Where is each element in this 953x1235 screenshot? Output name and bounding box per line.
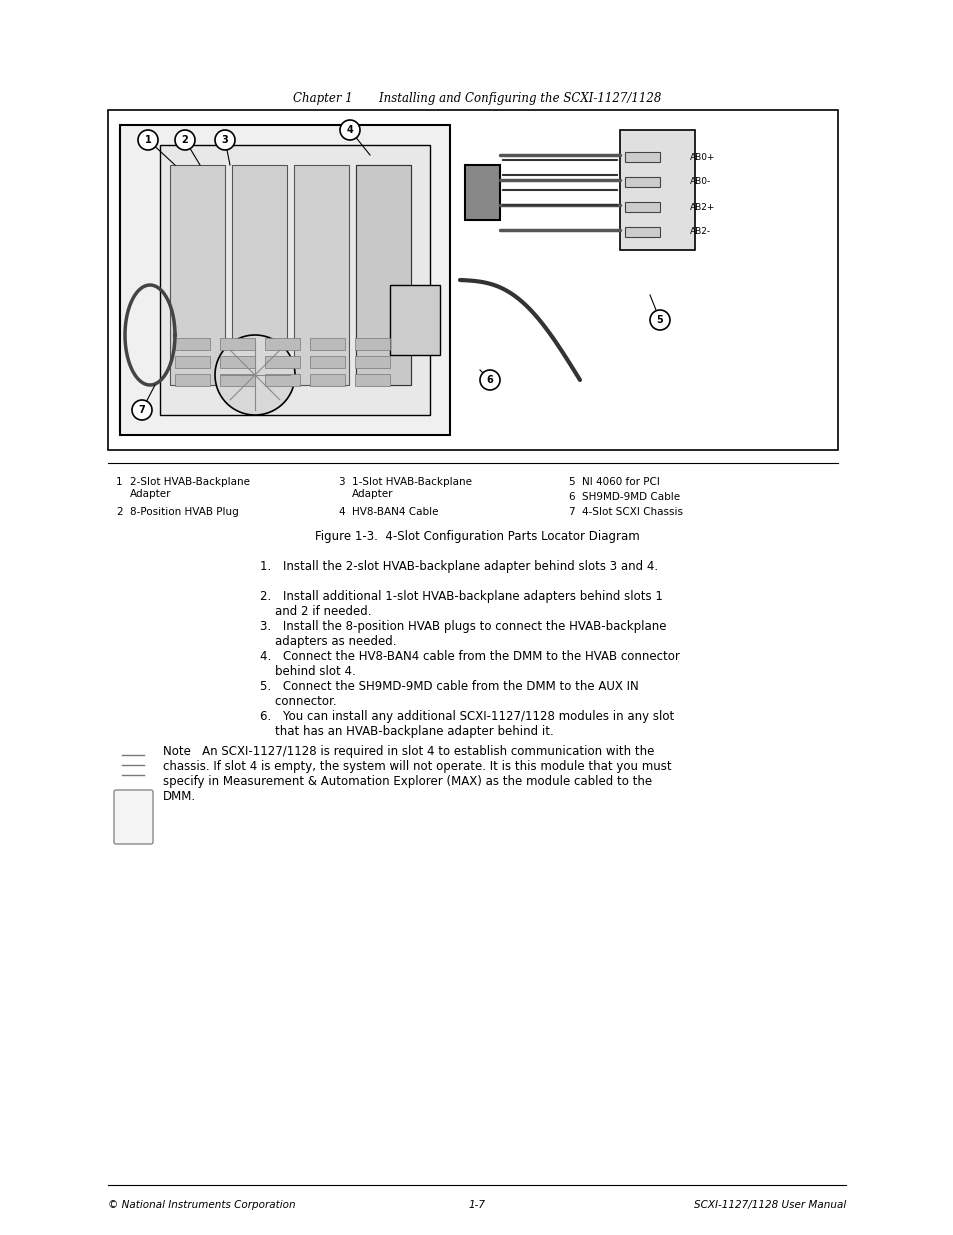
- Bar: [160, 144, 430, 415]
- Bar: [355, 338, 390, 350]
- Circle shape: [214, 335, 294, 415]
- Bar: [624, 203, 659, 212]
- Bar: [355, 374, 390, 387]
- Text: AB0-: AB0-: [689, 178, 711, 186]
- Bar: [355, 165, 411, 385]
- Text: HV8-BAN4 Cable: HV8-BAN4 Cable: [352, 508, 438, 517]
- Text: 3: 3: [337, 477, 344, 487]
- Text: 6: 6: [486, 375, 493, 385]
- Bar: [294, 165, 349, 385]
- Bar: [265, 374, 299, 387]
- Text: 8-Position HVAB Plug: 8-Position HVAB Plug: [130, 508, 238, 517]
- Text: 1-Slot HVAB-Backplane
Adapter: 1-Slot HVAB-Backplane Adapter: [352, 477, 472, 499]
- Bar: [265, 338, 299, 350]
- Bar: [232, 165, 287, 385]
- Bar: [174, 374, 210, 387]
- Text: 6: 6: [567, 492, 574, 501]
- Text: 1. Install the 2-slot HVAB-backplane adapter behind slots 3 and 4.: 1. Install the 2-slot HVAB-backplane ada…: [260, 559, 658, 573]
- Bar: [355, 165, 411, 385]
- Circle shape: [339, 120, 359, 140]
- Text: Figure 1-3.  4-Slot Configuration Parts Locator Diagram: Figure 1-3. 4-Slot Configuration Parts L…: [314, 530, 639, 543]
- Text: AB2+: AB2+: [689, 203, 715, 211]
- Text: 3. Install the 8-position HVAB plugs to connect the HVAB-backplane
    adapters : 3. Install the 8-position HVAB plugs to …: [260, 620, 666, 648]
- Text: 6. You can install any additional SCXI-1127/1128 modules in any slot
    that ha: 6. You can install any additional SCXI-1…: [260, 710, 674, 739]
- Text: 4. Connect the HV8-BAN4 cable from the DMM to the HVAB connector
    behind slot: 4. Connect the HV8-BAN4 cable from the D…: [260, 650, 679, 678]
- FancyBboxPatch shape: [113, 790, 152, 844]
- Text: 5: 5: [567, 477, 574, 487]
- Text: 4: 4: [337, 508, 344, 517]
- Text: 3: 3: [221, 135, 228, 144]
- Text: 1: 1: [116, 477, 123, 487]
- Text: 1: 1: [145, 135, 152, 144]
- Text: 2. Install additional 1-slot HVAB-backplane adapters behind slots 1
    and 2 if: 2. Install additional 1-slot HVAB-backpl…: [260, 590, 662, 618]
- Text: SCXI-1127/1128 User Manual: SCXI-1127/1128 User Manual: [693, 1200, 845, 1210]
- Circle shape: [214, 130, 234, 149]
- Bar: [174, 356, 210, 368]
- Bar: [120, 125, 450, 435]
- Circle shape: [174, 130, 194, 149]
- Text: 7: 7: [567, 508, 574, 517]
- Text: 5: 5: [656, 315, 662, 325]
- Circle shape: [132, 400, 152, 420]
- Bar: [464, 165, 499, 220]
- Text: 2: 2: [181, 135, 188, 144]
- Text: SH9MD-9MD Cable: SH9MD-9MD Cable: [581, 492, 679, 501]
- Text: Note   An SCXI-1127/1128 is required in slot 4 to establish communication with t: Note An SCXI-1127/1128 is required in sl…: [163, 745, 671, 803]
- Bar: [310, 338, 345, 350]
- Bar: [108, 110, 837, 450]
- Bar: [265, 356, 299, 368]
- Text: 2: 2: [116, 508, 123, 517]
- Text: Chapter 1       Installing and Configuring the SCXI-1127/1128: Chapter 1 Installing and Configuring the…: [293, 91, 660, 105]
- Bar: [220, 356, 254, 368]
- Bar: [170, 165, 225, 385]
- Bar: [174, 338, 210, 350]
- Bar: [624, 177, 659, 186]
- Circle shape: [479, 370, 499, 390]
- Text: © National Instruments Corporation: © National Instruments Corporation: [108, 1200, 295, 1210]
- Text: 4-Slot SCXI Chassis: 4-Slot SCXI Chassis: [581, 508, 682, 517]
- Circle shape: [138, 130, 158, 149]
- Bar: [220, 338, 254, 350]
- Bar: [390, 285, 439, 354]
- Text: 2-Slot HVAB-Backplane
Adapter: 2-Slot HVAB-Backplane Adapter: [130, 477, 250, 499]
- Bar: [310, 356, 345, 368]
- Bar: [355, 356, 390, 368]
- Bar: [624, 152, 659, 162]
- Text: 1-7: 1-7: [468, 1200, 485, 1210]
- Text: 7: 7: [138, 405, 145, 415]
- Bar: [624, 227, 659, 237]
- Bar: [220, 374, 254, 387]
- Circle shape: [649, 310, 669, 330]
- Bar: [310, 374, 345, 387]
- Text: AB2-: AB2-: [689, 227, 710, 236]
- Text: AB0+: AB0+: [689, 152, 715, 162]
- Text: NI 4060 for PCI: NI 4060 for PCI: [581, 477, 659, 487]
- Bar: [619, 130, 695, 249]
- Text: 4: 4: [346, 125, 353, 135]
- Text: 5. Connect the SH9MD-9MD cable from the DMM to the AUX IN
    connector.: 5. Connect the SH9MD-9MD cable from the …: [260, 680, 639, 708]
